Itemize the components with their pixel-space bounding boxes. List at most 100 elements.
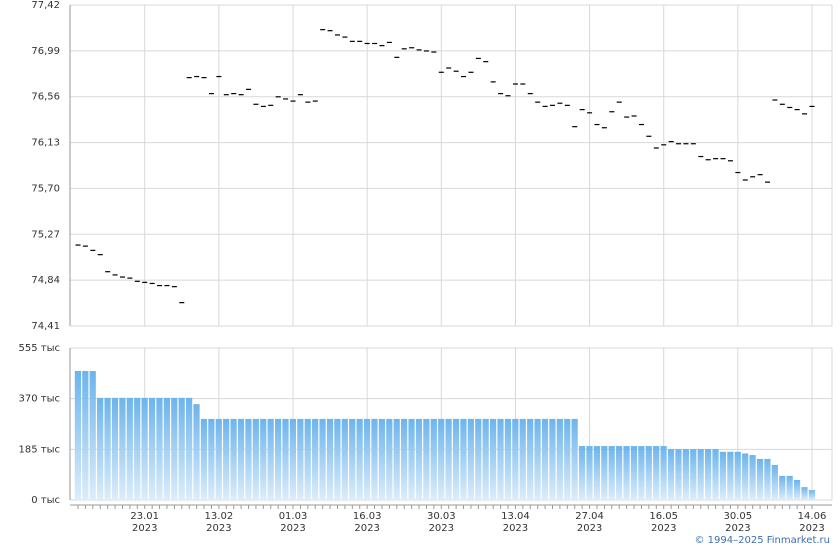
- price-mark: [446, 67, 452, 69]
- x-tick-year: 2023: [799, 523, 824, 534]
- volume-bar: [786, 475, 793, 500]
- price-mark: [713, 158, 719, 160]
- volume-bar: [119, 397, 126, 500]
- x-tick-label: 01.03: [279, 511, 308, 522]
- volume-bar: [341, 418, 348, 500]
- volume-bar: [178, 397, 185, 500]
- volume-bar: [808, 490, 816, 500]
- price-mark: [520, 83, 526, 85]
- y-tick-label: 74,41: [31, 321, 60, 332]
- volume-bar: [682, 449, 689, 500]
- price-mark: [82, 245, 88, 247]
- volume-bar: [245, 418, 252, 500]
- x-tick-label: 16.03: [353, 511, 382, 522]
- price-mark: [809, 105, 815, 108]
- x-tick-label: 27.04: [575, 511, 604, 522]
- volume-bar: [326, 418, 334, 500]
- volume-bar: [541, 418, 549, 500]
- volume-bar: [163, 397, 170, 500]
- volume-bar: [401, 418, 408, 500]
- x-tick-year: 2023: [206, 523, 231, 534]
- volume-bar: [334, 418, 341, 500]
- x-tick-year: 2023: [503, 523, 528, 534]
- volume-bar: [349, 418, 356, 500]
- price-mark: [97, 254, 103, 256]
- volume-bar: [467, 418, 474, 500]
- price-mark: [624, 116, 630, 118]
- price-mark: [757, 174, 763, 176]
- price-mark: [690, 143, 696, 145]
- y-tick-label: 74,84: [31, 275, 60, 286]
- price-mark: [90, 249, 96, 251]
- price-mark: [735, 171, 741, 174]
- price-mark: [327, 30, 333, 32]
- volume-bar: [126, 397, 133, 500]
- price-mark: [223, 94, 229, 96]
- x-tick-year: 2023: [725, 523, 750, 534]
- volume-bar: [230, 418, 237, 500]
- volume-bar: [645, 446, 652, 500]
- volume-bar: [801, 487, 808, 500]
- price-mark: [787, 106, 793, 109]
- price-mark: [483, 61, 489, 63]
- price-mark: [661, 144, 667, 146]
- volume-bar: [653, 446, 660, 500]
- price-mark: [750, 176, 756, 178]
- price-mark: [334, 34, 340, 36]
- volume-bar: [586, 446, 593, 500]
- x-tick-year: 2023: [651, 523, 676, 534]
- volume-bar: [356, 418, 363, 500]
- price-mark: [372, 42, 378, 45]
- price-mark: [216, 75, 222, 78]
- volume-bar: [793, 480, 801, 500]
- price-mark: [246, 88, 252, 90]
- price-mark: [668, 141, 674, 143]
- price-mark: [475, 57, 481, 60]
- price-mark: [468, 71, 474, 73]
- volume-bar: [438, 418, 445, 500]
- volume-bar: [208, 418, 215, 500]
- price-mark: [794, 109, 800, 111]
- price-mark: [342, 36, 348, 38]
- volume-bar: [148, 397, 156, 500]
- price-mark: [379, 45, 385, 47]
- volume-bar: [304, 418, 311, 500]
- price-mark: [542, 105, 548, 108]
- volume-bar: [623, 446, 630, 500]
- volume-bar: [423, 418, 430, 500]
- volume-bar: [452, 418, 460, 500]
- price-mark: [802, 113, 808, 115]
- volume-bar: [289, 418, 297, 500]
- volume-bar: [460, 418, 467, 500]
- x-tick-label: 23.01: [130, 511, 159, 522]
- price-mark: [179, 302, 185, 304]
- volume-bar: [297, 418, 304, 500]
- volume-bar: [134, 397, 141, 500]
- volume-bar: [601, 446, 608, 500]
- x-tick-year: 2023: [132, 523, 157, 534]
- volume-bar: [312, 418, 319, 500]
- volume-bar: [667, 449, 675, 500]
- price-mark: [119, 276, 125, 278]
- price-mark: [171, 286, 177, 288]
- volume-bar: [519, 418, 526, 500]
- price-mark: [208, 93, 214, 95]
- volume-bar: [237, 418, 245, 500]
- price-mark: [268, 104, 274, 106]
- y-tick-label: 75,70: [31, 183, 60, 194]
- volume-bar: [660, 446, 667, 500]
- price-mark: [164, 284, 170, 287]
- volume-bar: [260, 418, 267, 500]
- price-mark: [149, 282, 155, 285]
- price-mark: [765, 181, 771, 183]
- price-mark: [409, 47, 415, 49]
- volume-bar: [141, 397, 148, 500]
- copyright: © 1994–2025 Finmarket.ru: [694, 535, 830, 546]
- price-mark: [676, 143, 682, 145]
- price-mark: [498, 93, 504, 95]
- price-mark: [705, 159, 711, 161]
- volume-bar: [104, 397, 111, 500]
- volume-bar: [534, 418, 541, 500]
